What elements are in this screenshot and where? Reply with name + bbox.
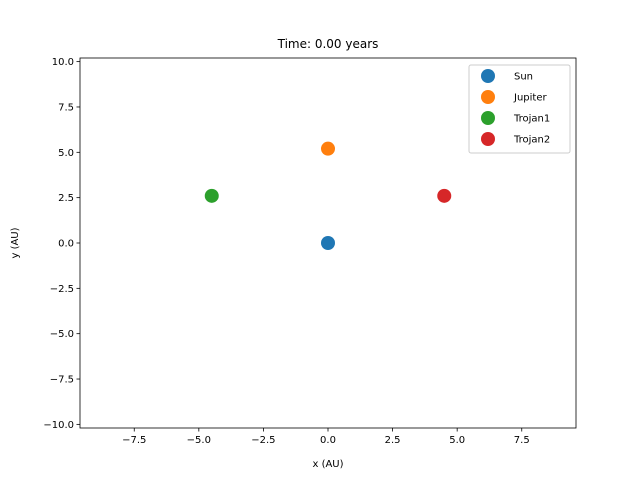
legend: Sun Jupiter Trojan1 Trojan2: [468, 64, 571, 154]
point-trojan1: [204, 188, 219, 203]
x-axis-ticks: −7.5 −5.0 −2.5 0.0 2.5 5.0 7.5: [122, 428, 530, 446]
chart-title: Time: 0.00 years: [277, 37, 379, 51]
y-axis-label: y (AU): [10, 227, 21, 258]
legend-marker-sun: [481, 69, 495, 83]
legend-label-jupiter: Jupiter: [513, 93, 547, 104]
point-jupiter: [321, 141, 335, 156]
y-tick-label: −7.5: [50, 375, 74, 386]
legend-label-trojan2: Trojan2: [513, 135, 550, 146]
legend-frame: [468, 64, 571, 154]
x-tick-label: 7.5: [514, 435, 530, 446]
y-tick-label: −10.0: [43, 420, 74, 431]
plot-frame: [79, 57, 577, 429]
y-tick-label: 10.0: [52, 57, 74, 68]
point-trojan2: [437, 188, 452, 203]
x-tick-label: −5.0: [187, 435, 211, 446]
data-points: [204, 141, 452, 250]
legend-label-sun: Sun: [514, 72, 533, 83]
x-tick-label: 5.0: [449, 435, 465, 446]
x-tick-label: −7.5: [122, 435, 146, 446]
x-tick-label: −2.5: [251, 435, 275, 446]
legend-marker-jupiter: [481, 90, 495, 104]
x-axis-label: x (AU): [312, 459, 343, 470]
y-tick-label: 0.0: [58, 239, 74, 250]
y-tick-label: −2.5: [50, 284, 74, 295]
legend-marker-trojan2: [481, 132, 495, 146]
legend-label-trojan1: Trojan1: [513, 114, 550, 125]
legend-marker-trojan1: [481, 111, 495, 125]
y-tick-label: −5.0: [50, 329, 74, 340]
x-tick-label: 2.5: [385, 435, 401, 446]
y-tick-label: 5.0: [58, 148, 74, 159]
y-tick-label: 2.5: [58, 193, 74, 204]
y-tick-label: 7.5: [58, 102, 74, 113]
y-axis-ticks: −10.0 −7.5 −5.0 −2.5 0.0 2.5 5.0 7.5 10.0: [43, 57, 80, 431]
x-tick-label: 0.0: [320, 435, 336, 446]
point-sun: [321, 236, 335, 250]
